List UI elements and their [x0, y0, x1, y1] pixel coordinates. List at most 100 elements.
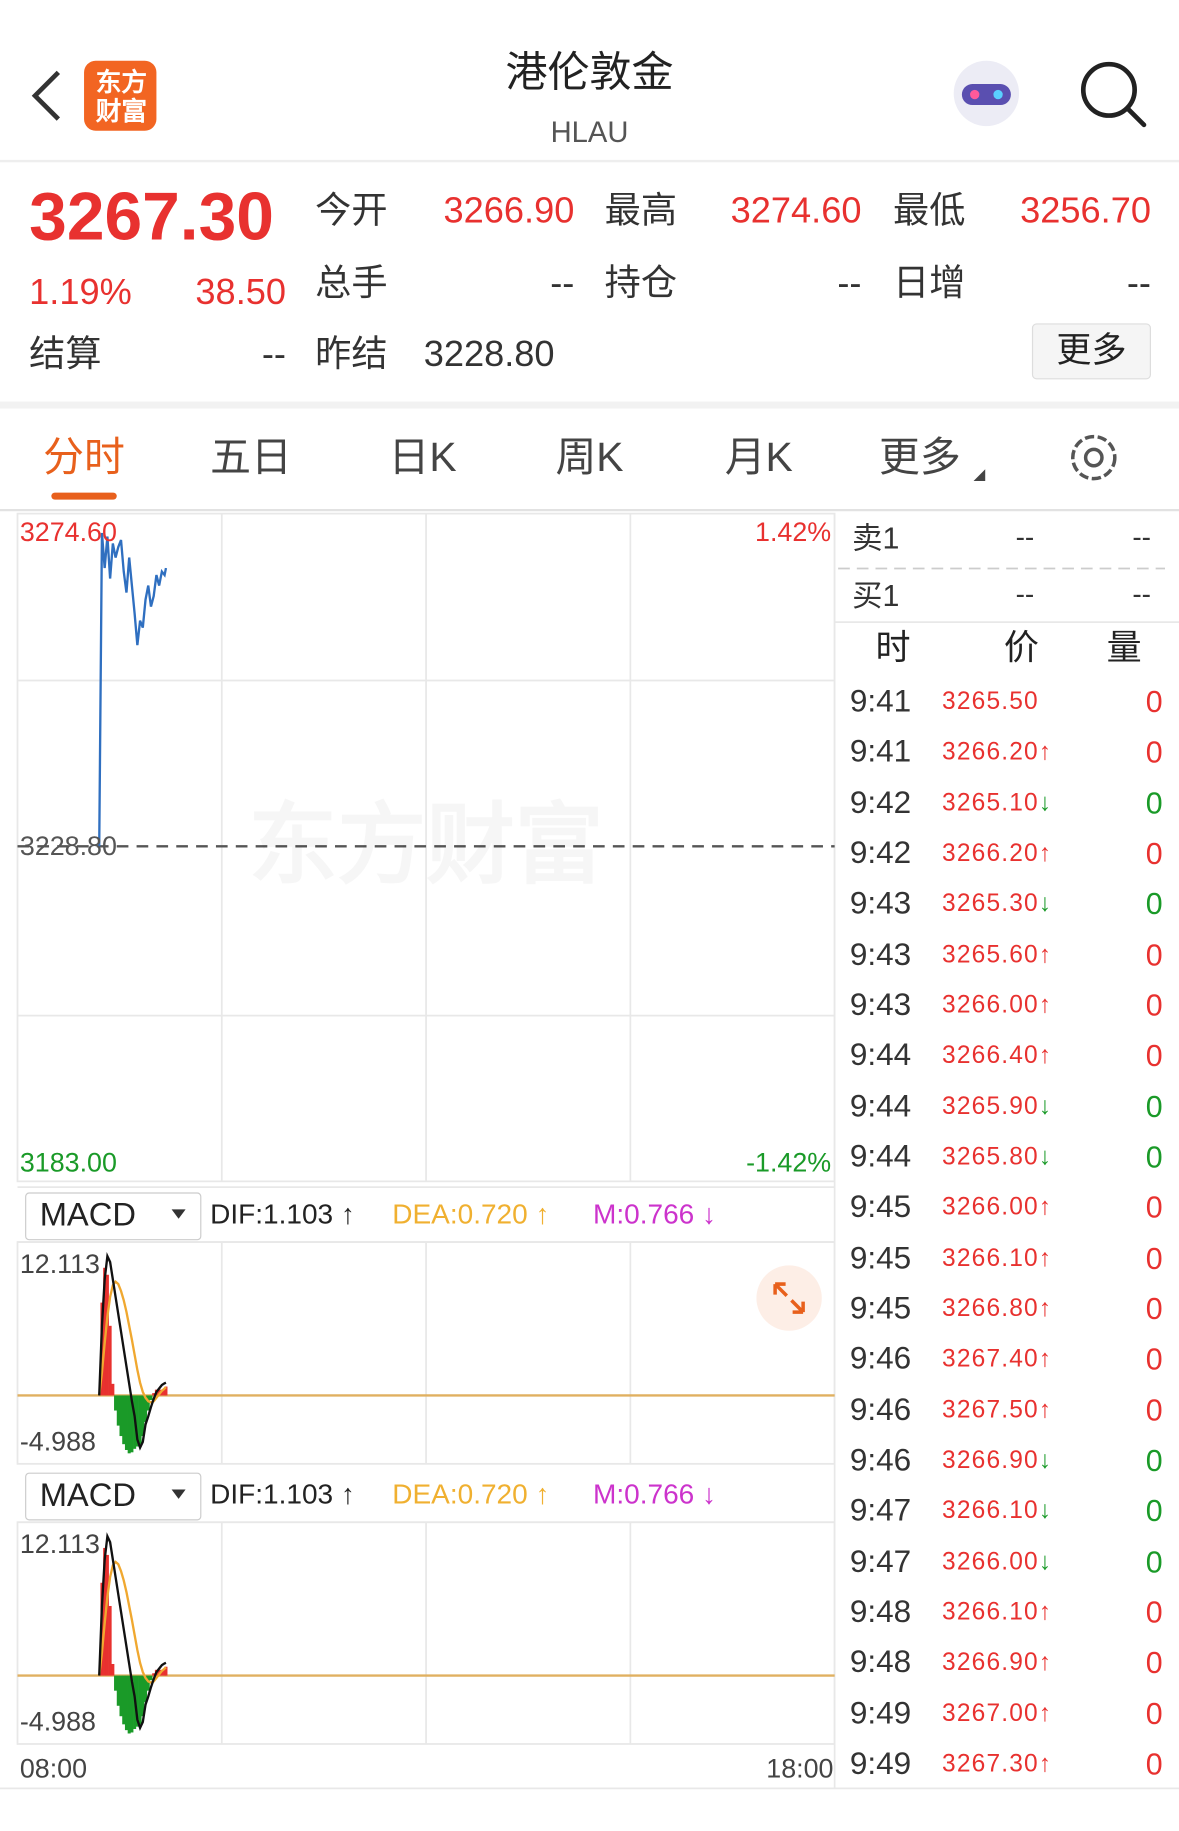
baseline-label: 3228.80 [19, 830, 117, 861]
indicator-name: MACD [39, 1196, 136, 1233]
trade-arrow: ↑ [1038, 1193, 1053, 1221]
macd-bar [111, 1663, 115, 1676]
macd-bar [152, 1393, 156, 1396]
macd-bar [146, 1395, 150, 1411]
macd-bar [138, 1395, 142, 1445]
tab[interactable]: 分时 [43, 434, 125, 481]
trade-volume: 0 [1145, 936, 1163, 972]
trade-time: 9:44 [849, 1138, 912, 1174]
trade-time: 9:45 [849, 1189, 912, 1225]
trade-price-cell: 3267.30↑ [942, 1751, 1052, 1776]
indicator-select[interactable] [25, 1192, 202, 1241]
settings-button[interactable] [1071, 434, 1117, 481]
trade-volume: 0 [1145, 1442, 1163, 1478]
tab[interactable]: 月K [724, 434, 793, 481]
macd-bar [105, 1554, 109, 1676]
book-label: 买1 [852, 577, 900, 613]
trade-volume: 0 [1145, 734, 1163, 770]
trade-price: 3266.20 [942, 738, 1039, 766]
macd-bar [130, 1675, 134, 1733]
more-button[interactable]: 更多 [1031, 323, 1151, 380]
back-button[interactable] [31, 70, 61, 121]
m-label: M:0.766 ↓ [593, 1479, 717, 1511]
trade-arrow: ↓ [1038, 1497, 1053, 1525]
trade-volume: 0 [1145, 1594, 1163, 1630]
pct-max-label: 1.42% [755, 516, 832, 547]
trade-volume: 0 [1145, 1746, 1163, 1782]
field-value: 3256.70 [1020, 189, 1151, 231]
trade-time: 9:44 [849, 1088, 912, 1124]
macd-bar [144, 1395, 148, 1423]
trade-price-cell: 3267.00↑ [942, 1701, 1052, 1726]
indicator-select[interactable] [25, 1472, 202, 1521]
trade-arrow: ↑ [1038, 1598, 1053, 1626]
code: HLAU [550, 116, 629, 149]
trade-volume: 0 [1145, 785, 1163, 821]
book-volume: -- [1132, 578, 1151, 611]
y-min-label: -4.988 [19, 1425, 96, 1457]
search-button[interactable] [1080, 61, 1147, 128]
title: 港伦敦金 [505, 47, 674, 96]
macd-bar [122, 1675, 126, 1725]
trade-price: 3265.60 [942, 941, 1039, 968]
trade-arrow: ↑ [1038, 1345, 1053, 1373]
trade-price-cell: 3265.30↓ [942, 892, 1052, 917]
tab[interactable]: 五日 [210, 434, 292, 481]
robot-icon[interactable] [953, 60, 1020, 127]
trade-arrow: ↑ [1038, 941, 1053, 968]
trade-price: 3266.00 [942, 991, 1039, 1019]
trade-price-cell: 3266.80↑ [942, 1296, 1052, 1321]
expand-button[interactable] [756, 1265, 822, 1331]
macd-bar [108, 1325, 112, 1396]
book-label: 卖1 [852, 520, 900, 556]
macd-bar [114, 1675, 118, 1691]
dif-label: DIF:1.103 ↑ [210, 1479, 355, 1511]
trade-time: 9:43 [849, 986, 912, 1022]
trade-arrow: ↑ [1038, 1396, 1053, 1424]
trade-time: 9:46 [849, 1442, 912, 1478]
macd-bar [103, 1547, 107, 1676]
trade-time: 9:48 [849, 1593, 912, 1629]
trade-arrow: ↑ [1038, 1295, 1053, 1322]
trade-price-cell: 3265.90↓ [942, 1094, 1052, 1119]
trade-price: 3265.30 [942, 890, 1039, 918]
trade-arrow: ↓ [1038, 1092, 1053, 1120]
trade-price: 3265.90 [942, 1092, 1039, 1120]
trade-price-cell: 3266.40↑ [942, 1043, 1052, 1068]
trade-price-cell: 3266.90↓ [942, 1448, 1052, 1473]
chart-grid [0, 512, 1179, 1790]
trade-price: 3267.40 [942, 1345, 1039, 1373]
field-label: 结算 [29, 333, 102, 375]
trade-arrow: ↑ [1038, 1244, 1053, 1272]
trade-volume: 0 [1145, 1189, 1163, 1225]
macd-bar [152, 1673, 156, 1676]
macd-bar [135, 1395, 139, 1447]
macd-bar [127, 1675, 131, 1734]
macd-bar [144, 1675, 148, 1703]
trade-arrow: ↓ [1038, 1446, 1053, 1474]
macd-bar [124, 1395, 128, 1450]
macd-bar [111, 1383, 115, 1396]
trade-arrow: ↓ [1038, 789, 1053, 817]
trade-price-cell: 3266.10↑ [942, 1246, 1052, 1271]
trade-price: 3266.00 [942, 1193, 1039, 1221]
trade-time: 9:47 [849, 1543, 912, 1579]
trade-price-cell: 3266.10↓ [942, 1499, 1052, 1524]
book-price: -- [1015, 521, 1035, 554]
dif-label: DIF:1.103 ↑ [210, 1198, 355, 1231]
trade-price-cell: 3265.50 [942, 689, 1039, 714]
tab-underline [51, 492, 117, 500]
trade-price-cell: 3266.00↑ [942, 1195, 1052, 1220]
field-value: 3228.80 [423, 333, 555, 375]
trade-price: 3266.80 [942, 1295, 1039, 1322]
price: 3267.30 [29, 178, 274, 255]
tab[interactable]: 周K [555, 434, 624, 481]
trade-price-cell: 3265.10↓ [942, 790, 1052, 815]
price-line [98, 532, 168, 847]
tab[interactable]: 更多 [878, 434, 961, 481]
tab[interactable]: 日K [388, 434, 457, 481]
m-label: M:0.766 ↓ [593, 1198, 717, 1231]
x-start-label: 08:00 [19, 1752, 88, 1784]
trade-price-cell: 3266.00↓ [942, 1549, 1052, 1574]
